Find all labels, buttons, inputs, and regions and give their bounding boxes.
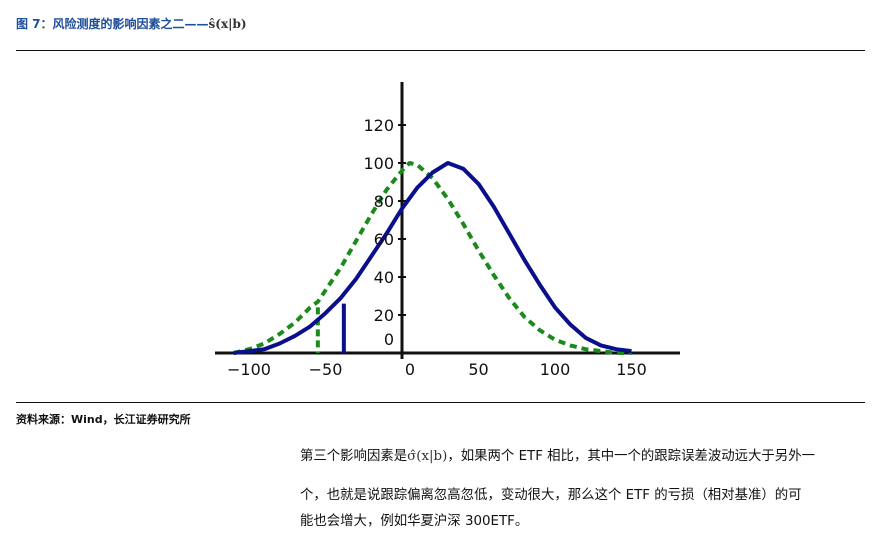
dashed-curve [233,161,632,355]
paragraph-line-1-suffix: ，如果两个 ETF 相比，其中一个的跟踪误差波动远大于另外一 [447,449,815,464]
top-divider [16,50,865,51]
y-tick-label: 20 [374,306,394,325]
figure-title: 图 7：风险测度的影响因素之二——ŝ(x|b) [16,15,247,32]
paragraph-line-1: 第三个影响因素是σ̂(x|b)，如果两个 ETF 相比，其中一个的跟踪误差波动远… [300,447,866,467]
source-note: 资料来源：Wind，长江证券研究所 [16,413,191,426]
chart: −100 −50 0 50 100 150 120 100 80 60 40 20 0 [215,82,680,379]
x-tick-label: 150 [616,360,647,379]
x-tick-label: 0 [405,360,415,379]
y-tick-label: 100 [363,154,394,173]
chart-axes [215,82,680,359]
paragraph-line-2: 个，也就是说跟踪偏离忽高忽低，变动很大，那么这个 ETF 的亏损（相对基准）的可 [300,488,802,503]
figure-title-text: 图 7：风险测度的影响因素之二—— [16,17,209,31]
paragraph-line-3: 能也会增大，例如华夏沪深 300ETF。 [300,514,529,529]
x-tick-label: −50 [309,360,343,379]
x-tick-label: 50 [468,360,488,379]
figure-title-formula: ŝ(x|b) [208,17,247,31]
y-tick-label: 0 [384,330,394,349]
chart-series [233,161,632,355]
y-tick-label: 80 [374,192,394,211]
paragraph-formula: σ̂(x|b) [407,449,448,464]
paragraph-line-1-prefix: 第三个影响因素是 [300,449,408,464]
y-tick-label: 120 [363,116,394,135]
bottom-divider [16,402,865,403]
solid-curve [233,161,632,355]
y-tick-label: 40 [374,268,394,287]
y-tick-label: 60 [374,230,394,249]
chart-ticks: −100 −50 0 50 100 150 120 100 80 60 40 20 0 [227,116,647,379]
x-tick-label: −100 [227,360,271,379]
x-tick-label: 100 [540,360,571,379]
